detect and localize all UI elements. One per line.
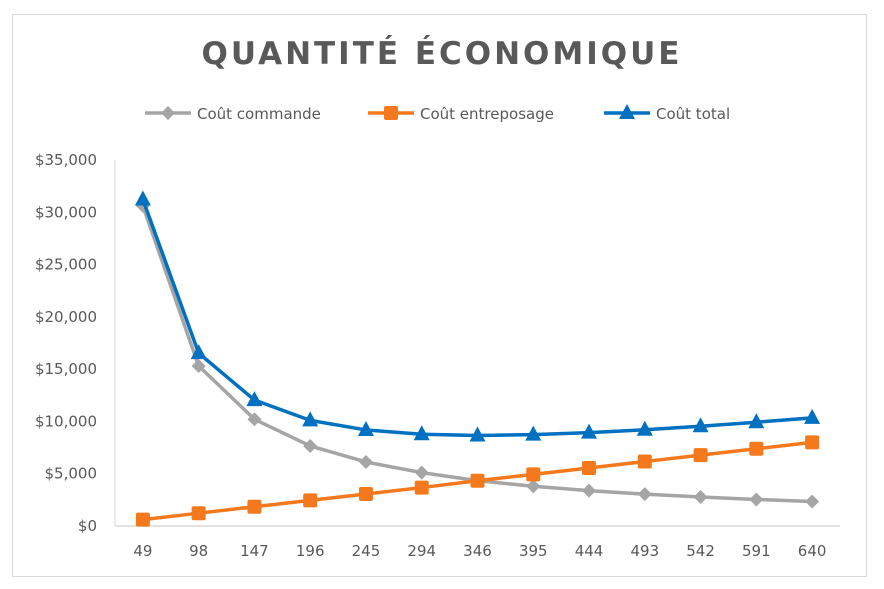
x-tick-label: 245	[352, 542, 381, 560]
data-point	[582, 483, 597, 498]
x-tick-label: 395	[519, 542, 548, 560]
data-point	[303, 493, 318, 508]
y-tick-label: $25,000	[35, 256, 97, 274]
data-point	[302, 411, 319, 427]
data-point	[637, 454, 652, 469]
chart-area	[12, 14, 867, 577]
data-point	[693, 448, 708, 463]
legend-label: Coût commande	[197, 105, 321, 123]
data-point	[469, 426, 486, 442]
x-tick-label: 346	[463, 542, 492, 560]
x-tick-label: 640	[798, 542, 827, 560]
data-point	[135, 512, 150, 527]
data-point	[804, 408, 821, 424]
data-point	[526, 479, 541, 494]
legend-label: Coût total	[656, 105, 730, 123]
legend-marker	[384, 106, 398, 120]
series-line	[141, 198, 813, 438]
y-tick-label: $30,000	[35, 203, 97, 221]
data-point	[581, 423, 598, 439]
x-tick-label: 591	[742, 542, 771, 560]
data-point	[637, 487, 652, 502]
data-point	[358, 454, 373, 469]
data-point	[191, 506, 206, 521]
data-point	[357, 420, 374, 436]
data-point	[134, 190, 151, 206]
data-point	[358, 486, 373, 501]
data-point	[191, 358, 206, 373]
data-point	[246, 391, 263, 407]
x-tick-label: 49	[133, 542, 152, 560]
legend-marker	[619, 104, 635, 119]
data-point	[247, 412, 262, 427]
data-point	[414, 465, 429, 480]
series-line	[141, 205, 813, 504]
data-point	[693, 490, 708, 505]
series-2	[141, 198, 813, 438]
data-point	[413, 425, 430, 441]
y-tick-label: $0	[78, 517, 97, 535]
series-0	[141, 205, 813, 504]
x-tick-label: 493	[630, 542, 659, 560]
y-tick-label: $10,000	[35, 412, 97, 430]
data-point	[582, 460, 597, 475]
legend-marker	[161, 106, 175, 120]
y-tick-label: $35,000	[35, 151, 97, 169]
chart-title: QUANTITÉ ÉCONOMIQUE	[201, 36, 683, 72]
data-point	[247, 499, 262, 514]
x-tick-label: 147	[240, 542, 269, 560]
data-point	[749, 492, 764, 507]
data-point	[303, 438, 318, 453]
data-point	[748, 413, 765, 429]
x-tick-label: 196	[296, 542, 325, 560]
data-point	[749, 441, 764, 456]
data-point	[414, 480, 429, 495]
data-point	[692, 417, 709, 433]
data-point	[190, 344, 207, 360]
x-tick-label: 294	[407, 542, 436, 560]
y-tick-label: $5,000	[45, 465, 98, 483]
legend-label: Coût entreposage	[420, 105, 554, 123]
data-point	[805, 494, 820, 509]
data-point	[525, 425, 542, 441]
x-tick-label: 542	[686, 542, 715, 560]
x-tick-label: 444	[575, 542, 604, 560]
data-point	[470, 473, 485, 488]
data-point	[636, 420, 653, 436]
data-point	[526, 467, 541, 482]
x-tick-label: 98	[189, 542, 208, 560]
data-point	[805, 435, 820, 450]
y-tick-label: $15,000	[35, 360, 97, 378]
y-tick-label: $20,000	[35, 308, 97, 326]
